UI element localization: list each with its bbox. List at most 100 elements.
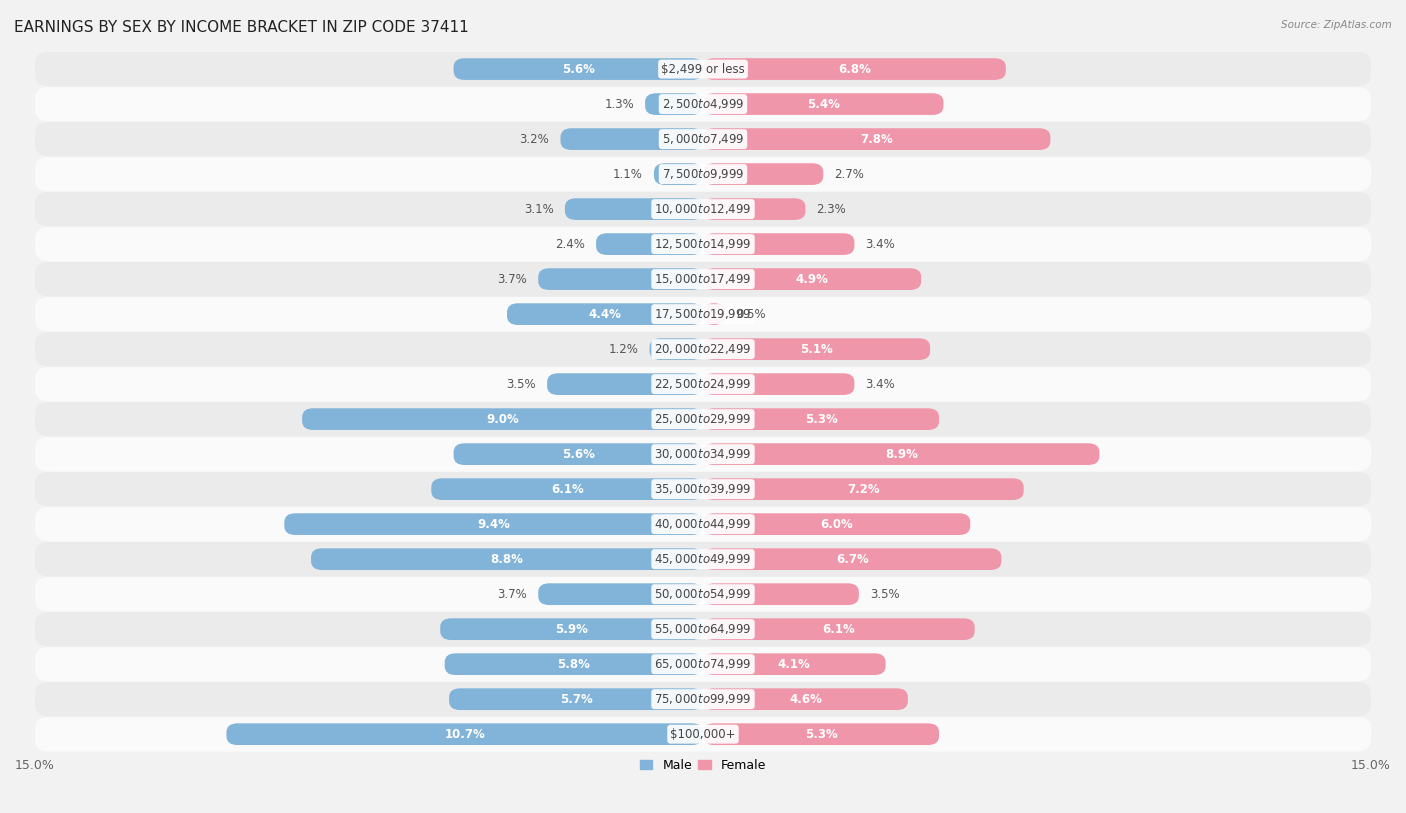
FancyBboxPatch shape: [35, 402, 1371, 437]
FancyBboxPatch shape: [703, 724, 939, 745]
FancyBboxPatch shape: [35, 437, 1371, 472]
Text: $10,000 to $12,499: $10,000 to $12,499: [654, 202, 752, 216]
FancyBboxPatch shape: [449, 689, 703, 710]
Text: 7.8%: 7.8%: [860, 133, 893, 146]
FancyBboxPatch shape: [538, 268, 703, 290]
Text: 5.6%: 5.6%: [562, 63, 595, 76]
Text: 1.1%: 1.1%: [613, 167, 643, 180]
Text: $17,500 to $19,999: $17,500 to $19,999: [654, 307, 752, 321]
Text: $15,000 to $17,499: $15,000 to $17,499: [654, 272, 752, 286]
FancyBboxPatch shape: [703, 619, 974, 640]
Text: 8.9%: 8.9%: [884, 448, 918, 461]
Text: 4.1%: 4.1%: [778, 658, 811, 671]
Text: 5.6%: 5.6%: [562, 448, 595, 461]
Text: 7.2%: 7.2%: [846, 483, 880, 496]
Text: 3.4%: 3.4%: [866, 377, 896, 390]
FancyBboxPatch shape: [35, 472, 1371, 506]
Text: 9.4%: 9.4%: [477, 518, 510, 531]
FancyBboxPatch shape: [35, 367, 1371, 402]
FancyBboxPatch shape: [35, 506, 1371, 541]
Text: $22,500 to $24,999: $22,500 to $24,999: [654, 377, 752, 391]
Text: 6.8%: 6.8%: [838, 63, 870, 76]
Text: 5.3%: 5.3%: [804, 413, 838, 426]
FancyBboxPatch shape: [508, 303, 703, 325]
Text: 5.1%: 5.1%: [800, 342, 832, 355]
FancyBboxPatch shape: [444, 654, 703, 675]
FancyBboxPatch shape: [703, 59, 1005, 80]
FancyBboxPatch shape: [596, 233, 703, 255]
FancyBboxPatch shape: [703, 268, 921, 290]
FancyBboxPatch shape: [561, 128, 703, 150]
Text: 1.2%: 1.2%: [609, 342, 638, 355]
Text: $2,500 to $4,999: $2,500 to $4,999: [662, 97, 744, 111]
Text: 5.3%: 5.3%: [804, 728, 838, 741]
Text: 3.5%: 3.5%: [506, 377, 536, 390]
FancyBboxPatch shape: [547, 373, 703, 395]
Text: 8.8%: 8.8%: [491, 553, 523, 566]
FancyBboxPatch shape: [650, 338, 703, 360]
Text: $25,000 to $29,999: $25,000 to $29,999: [654, 412, 752, 426]
FancyBboxPatch shape: [703, 408, 939, 430]
FancyBboxPatch shape: [703, 93, 943, 115]
FancyBboxPatch shape: [35, 192, 1371, 227]
FancyBboxPatch shape: [703, 443, 1099, 465]
FancyBboxPatch shape: [454, 59, 703, 80]
FancyBboxPatch shape: [703, 303, 725, 325]
Text: $55,000 to $64,999: $55,000 to $64,999: [654, 622, 752, 636]
FancyBboxPatch shape: [645, 93, 703, 115]
FancyBboxPatch shape: [35, 297, 1371, 332]
Text: $65,000 to $74,999: $65,000 to $74,999: [654, 657, 752, 672]
FancyBboxPatch shape: [703, 338, 931, 360]
Text: $35,000 to $39,999: $35,000 to $39,999: [654, 482, 752, 496]
Text: 2.4%: 2.4%: [555, 237, 585, 250]
FancyBboxPatch shape: [703, 513, 970, 535]
Text: 5.7%: 5.7%: [560, 693, 592, 706]
Text: 5.8%: 5.8%: [557, 658, 591, 671]
Text: $12,500 to $14,999: $12,500 to $14,999: [654, 237, 752, 251]
FancyBboxPatch shape: [703, 163, 824, 185]
FancyBboxPatch shape: [302, 408, 703, 430]
FancyBboxPatch shape: [440, 619, 703, 640]
Text: 10.7%: 10.7%: [444, 728, 485, 741]
FancyBboxPatch shape: [35, 87, 1371, 122]
Text: 6.1%: 6.1%: [551, 483, 583, 496]
Text: 3.7%: 3.7%: [498, 272, 527, 285]
Text: 4.9%: 4.9%: [796, 272, 828, 285]
Text: $100,000+: $100,000+: [671, 728, 735, 741]
Text: 5.9%: 5.9%: [555, 623, 588, 636]
FancyBboxPatch shape: [703, 654, 886, 675]
FancyBboxPatch shape: [284, 513, 703, 535]
FancyBboxPatch shape: [703, 373, 855, 395]
FancyBboxPatch shape: [311, 548, 703, 570]
Text: 3.7%: 3.7%: [498, 588, 527, 601]
Text: 5.4%: 5.4%: [807, 98, 839, 111]
FancyBboxPatch shape: [432, 478, 703, 500]
Text: $30,000 to $34,999: $30,000 to $34,999: [654, 447, 752, 461]
FancyBboxPatch shape: [565, 198, 703, 220]
Text: $75,000 to $99,999: $75,000 to $99,999: [654, 692, 752, 706]
Text: 9.0%: 9.0%: [486, 413, 519, 426]
FancyBboxPatch shape: [703, 478, 1024, 500]
FancyBboxPatch shape: [35, 332, 1371, 367]
Text: 1.3%: 1.3%: [605, 98, 634, 111]
FancyBboxPatch shape: [703, 583, 859, 605]
Text: 6.1%: 6.1%: [823, 623, 855, 636]
Text: 3.1%: 3.1%: [524, 202, 554, 215]
FancyBboxPatch shape: [454, 443, 703, 465]
Text: $45,000 to $49,999: $45,000 to $49,999: [654, 552, 752, 566]
FancyBboxPatch shape: [703, 198, 806, 220]
Text: 4.4%: 4.4%: [589, 307, 621, 320]
Text: $50,000 to $54,999: $50,000 to $54,999: [654, 587, 752, 601]
FancyBboxPatch shape: [703, 548, 1001, 570]
FancyBboxPatch shape: [35, 646, 1371, 681]
Text: 2.7%: 2.7%: [834, 167, 865, 180]
Text: 3.5%: 3.5%: [870, 588, 900, 601]
FancyBboxPatch shape: [538, 583, 703, 605]
Text: $7,500 to $9,999: $7,500 to $9,999: [662, 167, 744, 181]
FancyBboxPatch shape: [35, 51, 1371, 87]
FancyBboxPatch shape: [35, 157, 1371, 192]
Text: Source: ZipAtlas.com: Source: ZipAtlas.com: [1281, 20, 1392, 30]
FancyBboxPatch shape: [703, 689, 908, 710]
FancyBboxPatch shape: [226, 724, 703, 745]
Text: 4.6%: 4.6%: [789, 693, 823, 706]
